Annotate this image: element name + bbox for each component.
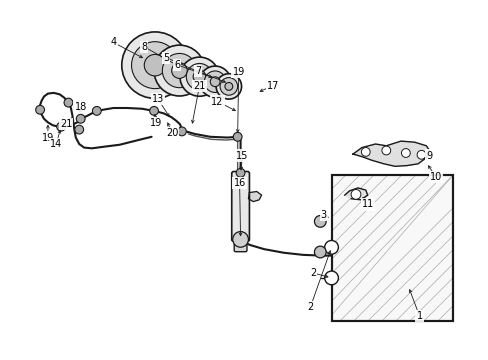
Text: 4: 4 xyxy=(110,37,116,48)
Text: 12: 12 xyxy=(211,96,224,107)
Text: 2: 2 xyxy=(307,302,313,312)
Circle shape xyxy=(75,125,83,134)
Text: 19: 19 xyxy=(41,132,54,143)
Circle shape xyxy=(350,189,360,199)
Circle shape xyxy=(324,271,338,285)
Circle shape xyxy=(76,114,85,123)
Text: 2: 2 xyxy=(309,268,315,278)
Circle shape xyxy=(64,98,73,107)
Circle shape xyxy=(236,235,244,244)
Circle shape xyxy=(154,45,204,96)
Text: 11: 11 xyxy=(361,199,373,210)
Circle shape xyxy=(177,127,186,136)
Text: 7: 7 xyxy=(195,66,201,76)
Text: 17: 17 xyxy=(266,81,279,91)
Text: 5: 5 xyxy=(163,53,169,63)
Text: 14: 14 xyxy=(50,139,62,149)
FancyBboxPatch shape xyxy=(231,171,249,242)
Circle shape xyxy=(236,168,244,177)
Circle shape xyxy=(381,146,390,155)
Circle shape xyxy=(144,54,165,76)
Circle shape xyxy=(186,63,212,90)
Text: 6: 6 xyxy=(174,60,180,70)
Circle shape xyxy=(324,240,338,254)
Circle shape xyxy=(149,107,158,115)
FancyBboxPatch shape xyxy=(234,238,246,252)
Circle shape xyxy=(314,246,325,258)
Text: 1: 1 xyxy=(416,311,422,321)
Text: 21: 21 xyxy=(193,81,205,91)
Text: 3: 3 xyxy=(320,210,326,220)
Text: 15: 15 xyxy=(236,150,248,161)
Bar xyxy=(331,175,452,321)
Circle shape xyxy=(232,231,248,247)
Circle shape xyxy=(162,53,196,88)
Circle shape xyxy=(199,66,230,97)
Circle shape xyxy=(401,149,409,157)
Polygon shape xyxy=(352,141,429,166)
Circle shape xyxy=(180,57,219,96)
Text: 10: 10 xyxy=(429,172,442,182)
Circle shape xyxy=(224,82,232,90)
Text: 19: 19 xyxy=(232,67,244,77)
Polygon shape xyxy=(344,188,367,200)
Text: 18: 18 xyxy=(74,102,87,112)
Circle shape xyxy=(210,77,220,87)
Circle shape xyxy=(204,71,225,93)
Text: 21: 21 xyxy=(60,119,72,129)
Circle shape xyxy=(216,74,241,99)
Text: 13: 13 xyxy=(151,94,164,104)
Circle shape xyxy=(57,122,65,131)
Circle shape xyxy=(92,107,101,115)
Circle shape xyxy=(171,63,187,78)
Text: 20: 20 xyxy=(165,128,178,138)
Circle shape xyxy=(131,42,178,89)
Circle shape xyxy=(416,150,425,159)
Text: 8: 8 xyxy=(141,42,147,52)
Circle shape xyxy=(233,132,242,141)
Polygon shape xyxy=(248,192,261,202)
Bar xyxy=(331,175,452,321)
Text: 16: 16 xyxy=(233,178,245,188)
Circle shape xyxy=(193,70,205,83)
Circle shape xyxy=(122,32,188,98)
Circle shape xyxy=(314,216,325,227)
Text: 9: 9 xyxy=(426,150,431,161)
Circle shape xyxy=(36,105,44,114)
Circle shape xyxy=(361,148,369,156)
Circle shape xyxy=(220,78,237,95)
Text: 19: 19 xyxy=(150,118,163,128)
